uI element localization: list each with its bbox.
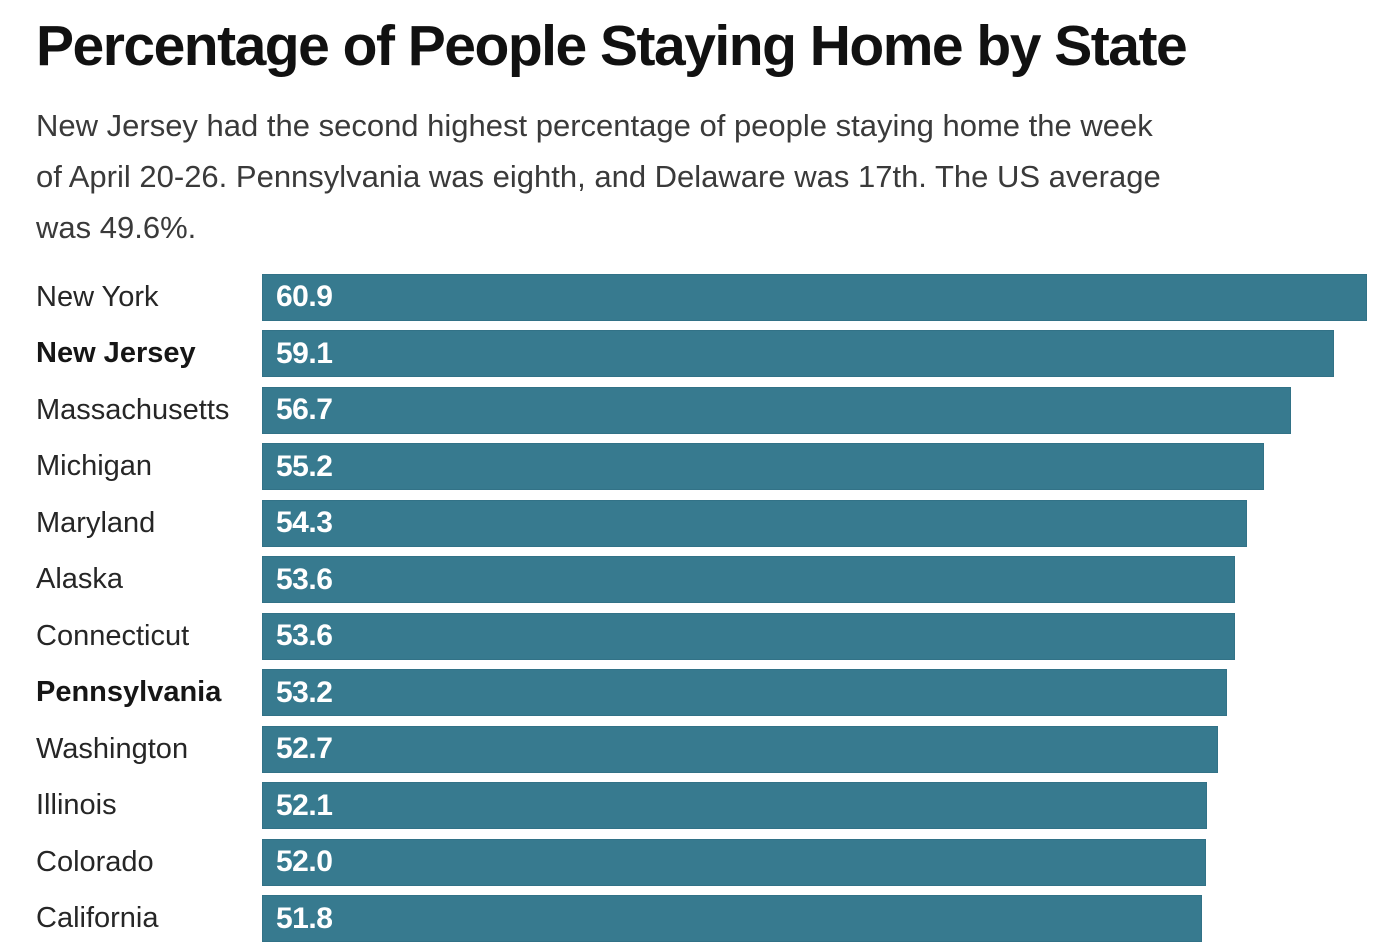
bar-track: 52.7 xyxy=(262,725,1367,773)
category-label: Massachusetts xyxy=(36,393,230,426)
chart-row: Connecticut 53.6 xyxy=(36,612,1400,660)
bar-track: 60.9 xyxy=(262,273,1367,321)
bar-value-label: 54.3 xyxy=(276,506,333,540)
bar-value-label: 52.1 xyxy=(276,788,333,822)
chart-row: Colorado 52.0 xyxy=(36,838,1400,886)
category-label: Colorado xyxy=(36,845,154,878)
bar: 53.6 xyxy=(262,612,1235,660)
bar: 52.0 xyxy=(262,838,1206,886)
bar: 56.7 xyxy=(262,386,1291,434)
bar-value-label: 56.7 xyxy=(276,393,333,427)
chart-row: Maryland 54.3 xyxy=(36,499,1400,547)
category-label: Alaska xyxy=(36,563,124,596)
bar-value-label: 55.2 xyxy=(276,449,333,483)
chart-row: Washington 52.7 xyxy=(36,725,1400,773)
horizontal-bar-chart: New York 60.9 New Jersey 59.1 Massachusetts 5… xyxy=(36,273,1400,943)
bar: 60.9 xyxy=(262,273,1367,321)
chart-row: Pennsylvania 53.2 xyxy=(36,669,1400,717)
category-label: Maryland xyxy=(36,506,156,539)
bar: 55.2 xyxy=(262,443,1264,491)
category-label: Illinois xyxy=(36,789,117,822)
category-label: Michigan xyxy=(36,450,153,483)
category-label: Pennsylvania xyxy=(36,676,222,709)
bar-value-label: 51.8 xyxy=(276,901,333,935)
bar-track: 53.2 xyxy=(262,669,1367,717)
bar-value-label: 52.0 xyxy=(276,845,333,879)
category-label: New Jersey xyxy=(36,337,196,370)
chart-row: Michigan 55.2 xyxy=(36,443,1400,491)
bar-track: 52.0 xyxy=(262,838,1367,886)
bar-track: 52.1 xyxy=(262,782,1367,830)
chart-row: New York 60.9 xyxy=(36,273,1400,321)
bar-track: 53.6 xyxy=(262,556,1367,604)
category-label: Connecticut xyxy=(36,619,190,652)
bar-track: 56.7 xyxy=(262,386,1367,434)
bar-track: 59.1 xyxy=(262,330,1367,378)
bar-track: 54.3 xyxy=(262,499,1367,547)
chart-row: Illinois 52.1 xyxy=(36,782,1400,830)
bar: 59.1 xyxy=(262,330,1335,378)
bar-value-label: 53.6 xyxy=(276,562,333,596)
chart-row: Massachusetts 56.7 xyxy=(36,386,1400,434)
bar-value-label: 59.1 xyxy=(276,336,333,370)
bar-value-label: 52.7 xyxy=(276,732,333,766)
bar: 51.8 xyxy=(262,895,1202,943)
bar-value-label: 53.6 xyxy=(276,619,333,653)
category-label: California xyxy=(36,902,159,935)
bar: 52.1 xyxy=(262,782,1208,830)
bar-track: 55.2 xyxy=(262,443,1367,491)
bar-value-label: 60.9 xyxy=(276,280,333,314)
bar: 53.6 xyxy=(262,556,1235,604)
category-label: Washington xyxy=(36,732,189,765)
bar-track: 51.8 xyxy=(262,895,1367,943)
chart-title: Percentage of People Staying Home by Sta… xyxy=(36,14,1188,78)
chart-subtitle: New Jersey had the second highest percen… xyxy=(36,107,1161,245)
bar-track: 53.6 xyxy=(262,612,1367,660)
bar: 52.7 xyxy=(262,725,1219,773)
chart-row: California 51.8 xyxy=(36,895,1400,943)
bar: 54.3 xyxy=(262,499,1248,547)
category-label: New York xyxy=(36,280,159,313)
bar-value-label: 53.2 xyxy=(276,675,333,709)
bar: 53.2 xyxy=(262,669,1228,717)
chart-row: Alaska 53.6 xyxy=(36,556,1400,604)
chart-row: New Jersey 59.1 xyxy=(36,330,1400,378)
